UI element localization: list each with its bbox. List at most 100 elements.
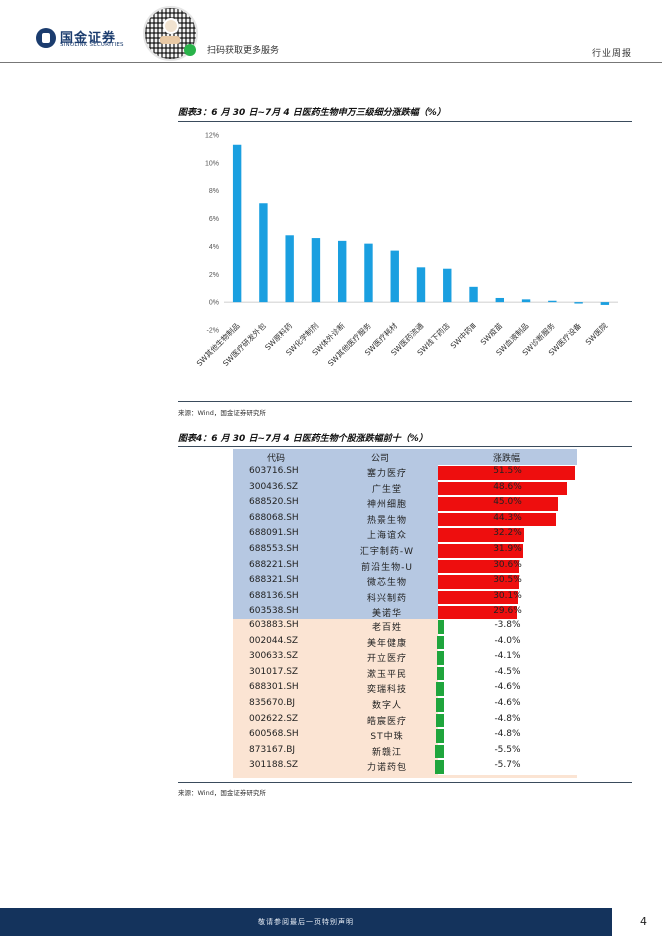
stock-code: 688520.SH xyxy=(249,497,299,508)
y-tick-label: 0% xyxy=(209,300,219,307)
x-category-label: SW医院 xyxy=(583,320,610,347)
company-name: 新赣江 xyxy=(371,747,402,758)
figure3-caption: 图表3：6 月 30 日~7月 4 日医药生物申万三级细分涨跌幅（%） xyxy=(178,108,446,118)
stock-code: 603538.SH xyxy=(249,606,299,617)
change-value: -5.5% xyxy=(494,744,521,755)
data-bar-cell xyxy=(436,697,577,713)
stock-code: 688091.SH xyxy=(249,528,299,539)
table-row: 688068.SH 热景生物 44.3% xyxy=(233,511,577,528)
company-name: 塞力医疗 xyxy=(366,469,407,479)
stock-code: 600568.SH xyxy=(249,729,299,740)
data-bar-cell xyxy=(434,743,577,760)
bar xyxy=(443,268,452,303)
bar xyxy=(469,286,478,303)
table-row: 603883.SH 老百姓 -3.8% xyxy=(233,619,577,635)
gain-bar xyxy=(438,481,568,496)
table-row: 688136.SH 科兴制药 30.1% xyxy=(233,589,577,606)
figure3-top-rule xyxy=(178,121,632,122)
bar xyxy=(416,267,426,303)
top-losers-group: 603883.SH 老百姓 -3.8% 002044.SZ 美年健康 -4.0% 30063… xyxy=(233,619,577,778)
change-value: -4.0% xyxy=(494,635,521,646)
change-value: 48.6% xyxy=(493,481,522,492)
stock-code: 301188.SZ xyxy=(249,760,299,771)
stock-code: 603883.SH xyxy=(249,620,299,630)
figure4-top-rule xyxy=(178,446,632,447)
gain-bar xyxy=(438,512,556,527)
figure4-caption: 图表4：6 月 30 日~7月 4 日医药生物个股涨跌幅前十（%） xyxy=(178,434,428,444)
loss-bar xyxy=(436,698,444,712)
table-row: 002044.SZ 美年健康 -4.0% xyxy=(233,634,577,651)
data-bar-cell xyxy=(438,574,577,590)
x-category-label: SW其他医疗服务 xyxy=(325,320,373,368)
x-category-label: SW中药Ⅲ xyxy=(448,320,478,350)
gain-bar xyxy=(438,559,520,574)
data-bar-cell xyxy=(436,665,577,682)
loss-bar xyxy=(436,713,444,728)
y-tick-label: 12% xyxy=(205,133,219,140)
bar xyxy=(390,250,399,303)
bar xyxy=(600,302,610,305)
stock-change-table: 代码 公司 涨跌幅 603716.SH 塞力医疗 51.5% 300436.SZ 广生堂… xyxy=(233,449,577,778)
table-row: 300436.SZ 广生堂 48.6% xyxy=(233,480,577,497)
company-name: 数字人 xyxy=(371,701,402,711)
company-name: 老百姓 xyxy=(371,623,402,633)
data-bar-cell xyxy=(438,480,577,497)
data-bar-cell xyxy=(438,496,577,512)
bar xyxy=(548,300,557,303)
table-row: 688520.SH 神州细胞 45.0% xyxy=(233,496,577,512)
stock-code: 688321.SH xyxy=(249,575,299,586)
footer-disclaimer[interactable]: 敬请参阅最后一页特别声明 xyxy=(258,918,354,926)
data-bar-cell xyxy=(437,634,577,651)
table-row: 688301.SH 奕瑞科技 -4.6% xyxy=(233,681,577,697)
company-name: 美年健康 xyxy=(366,638,407,649)
bar xyxy=(232,144,242,303)
stock-code: 688553.SH xyxy=(249,544,299,554)
gain-bar xyxy=(438,497,558,511)
stock-code: 873167.BJ xyxy=(249,744,296,755)
change-value: 30.5% xyxy=(493,575,522,586)
gain-bar xyxy=(438,528,524,542)
change-value: -4.6% xyxy=(494,682,521,693)
sector-change-chart: 12% 10% 8% 6% 4% 2% 0% -2% SW其他生物制品 SW医疗研发外包 SW原料药… xyxy=(178,124,632,400)
header-divider xyxy=(0,62,662,63)
table-row: 301188.SZ 力诺药包 -5.7% xyxy=(233,759,577,775)
company-name: 皓宸医疗 xyxy=(366,716,407,727)
change-value: 44.3% xyxy=(493,512,522,523)
logo-company-name-en: SINOLINK SECURITIES xyxy=(60,42,124,48)
company-name: 上海谊众 xyxy=(366,531,407,542)
company-name: 力诺药包 xyxy=(366,763,407,774)
stock-code: 300633.SZ xyxy=(249,651,299,662)
data-bar-cell xyxy=(438,589,577,606)
bar xyxy=(285,235,294,303)
data-bar-cell xyxy=(438,605,577,621)
page-number: 4 xyxy=(640,915,647,928)
page-header: 国金证券 SINOLINK SECURITIES 扫码获取更多服务 行业周报 xyxy=(0,0,662,64)
table-row: 688221.SH 前沿生物-U 30.6% xyxy=(233,558,577,575)
header-company: 公司 xyxy=(371,454,390,464)
company-name: 开立医疗 xyxy=(366,654,407,665)
company-name: ST中珠 xyxy=(370,732,404,743)
stock-code: 603716.SH xyxy=(249,466,299,476)
y-tick-label: 10% xyxy=(205,160,219,167)
table-row: 002622.SZ 皓宸医疗 -4.8% xyxy=(233,712,577,729)
table-row: 688553.SH 汇宇制药-W 31.9% xyxy=(233,543,577,559)
qr-label-icon xyxy=(160,36,180,44)
stock-code: 002044.SZ xyxy=(249,635,299,646)
table-row: 603716.SH 塞力医疗 51.5% xyxy=(233,465,577,481)
change-value: 31.9% xyxy=(493,544,522,554)
change-value: -4.8% xyxy=(494,713,521,724)
data-bar-cell xyxy=(437,619,577,635)
figure3-source: 来源：Wind，国金证券研究所 xyxy=(178,409,266,417)
scan-prompt: 扫码获取更多服务 xyxy=(207,46,280,56)
company-name: 科兴制药 xyxy=(366,593,407,604)
bar xyxy=(259,203,268,303)
table-row: 300633.SZ 开立医疗 -4.1% xyxy=(233,650,577,666)
figure3-bottom-rule xyxy=(178,401,632,402)
table-row: 600568.SH ST中珠 -4.8% xyxy=(233,728,577,744)
change-value: 30.1% xyxy=(493,590,522,601)
change-value: -4.6% xyxy=(494,698,521,708)
loss-bar xyxy=(436,666,444,681)
change-value: -5.7% xyxy=(494,760,521,771)
change-value: 32.2% xyxy=(493,528,522,539)
change-value: 51.5% xyxy=(493,466,522,476)
